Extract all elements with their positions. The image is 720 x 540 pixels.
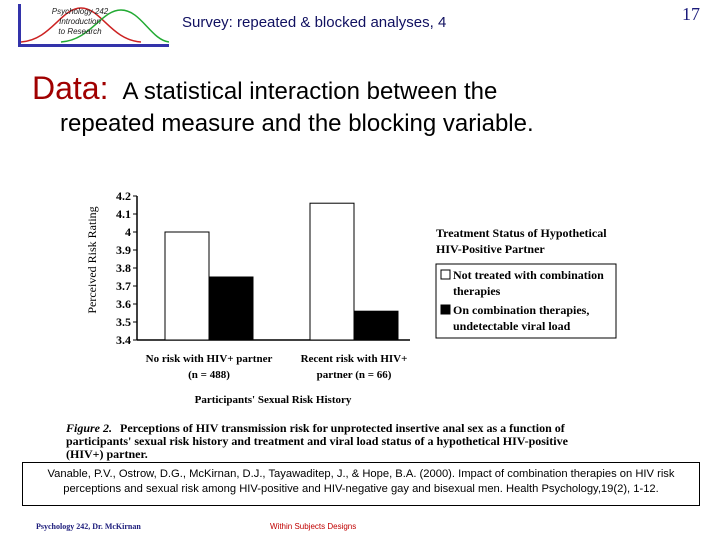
heading-line-1: A statistical interaction between the (122, 78, 498, 105)
legend-title-line-1: Treatment Status of Hypothetical (436, 226, 607, 240)
figure-caption: Figure 2. Perceptions of HIV transmission… (66, 422, 656, 461)
legend-title-line-2: HIV-Positive Partner (436, 242, 545, 256)
bar (208, 276, 254, 341)
y-tick-label: 4.1 (116, 207, 131, 221)
y-tick-label: 3.7 (116, 279, 131, 293)
caption-line-2: participants' sexual risk history and tr… (66, 434, 568, 448)
x-category-label: (n = 488) (188, 369, 230, 381)
legend-box (435, 263, 617, 339)
figure-label: Figure 2. (66, 421, 113, 435)
x-category-label: partner (n = 66) (317, 369, 392, 381)
x-axis-label: Participants' Sexual Risk History (195, 394, 352, 406)
caption-line-1: Perceptions of HIV transmission risk for… (120, 421, 565, 435)
y-tick-label: 4 (125, 225, 131, 239)
footer-topic: Within Subjects Designs (270, 522, 357, 531)
legend-item-2-line-2: undetectable viral load (453, 319, 571, 333)
y-tick-label: 3.9 (116, 243, 131, 257)
caption-line-3: (HIV+) partner. (66, 447, 148, 461)
logo-line: to Research (58, 27, 102, 36)
logo-line: Psychology 242 (51, 7, 109, 16)
slide-title: Survey: repeated & blocked analyses, 4 (182, 14, 447, 31)
legend-item-1-line-1: Not treated with combination (453, 268, 604, 282)
y-tick-label: 4.2 (116, 189, 131, 203)
chart-legend: Treatment Status of Hypothetical HIV-Pos… (435, 226, 617, 339)
heading-lead: Data: (32, 70, 109, 106)
x-category-label: Recent risk with HIV+ (301, 353, 408, 365)
normal-curve-graphic (21, 7, 169, 43)
legend-item-1-line-2: therapies (453, 284, 501, 298)
heading-line-2: repeated measure and the blocking variab… (60, 110, 534, 137)
y-axis-label: Perceived Risk Rating (85, 206, 99, 313)
slide-number: 17 (682, 4, 700, 24)
legend-swatch-on-therapy (440, 304, 451, 315)
bar (164, 231, 210, 341)
y-tick-label: 3.4 (116, 333, 131, 347)
slide-heading: Data: A statistical interaction between t… (32, 72, 702, 140)
citation-box: Vanable, P.V., Ostrow, D.G., McKirnan, D… (22, 462, 700, 506)
y-tick-label: 3.8 (116, 261, 131, 275)
x-category-label: No risk with HIV+ partner (146, 353, 273, 365)
bar (309, 202, 355, 341)
logo-line: Introduction (59, 17, 101, 26)
logo-text: Psychology 242 Introduction to Research (25, 7, 135, 37)
bar-chart: Perceived Risk Rating Participants' Sexu… (85, 189, 617, 406)
y-tick-label: 3.5 (116, 315, 131, 329)
course-logo: Psychology 242 Introduction to Research (18, 4, 169, 47)
bar (353, 310, 399, 341)
legend-swatch-not-treated (440, 269, 451, 280)
y-tick-label: 3.6 (116, 297, 131, 311)
footer-course: Psychology 242, Dr. McKirnan (36, 522, 141, 531)
legend-item-2-line-1: On combination therapies, (453, 303, 589, 317)
